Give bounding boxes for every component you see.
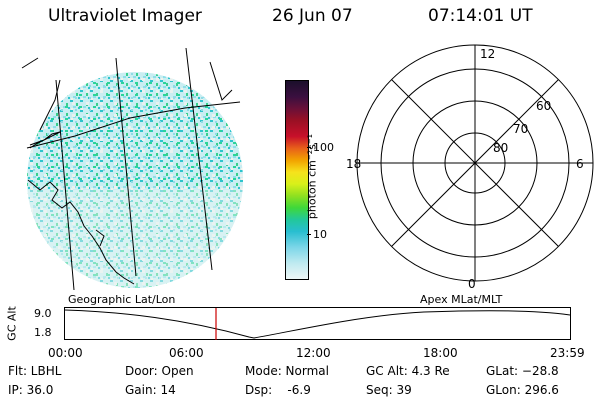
status-gain: Gain: 14 xyxy=(125,383,176,397)
colorbar-tick-10 xyxy=(307,234,311,235)
mlat-label-70: 70 xyxy=(513,122,528,136)
time-tick-0600: 06:00 xyxy=(169,346,204,360)
altitude-ytick-high: 9.0 xyxy=(34,307,52,320)
colorbar-tick-label-10: 10 xyxy=(313,228,327,241)
colorbar xyxy=(285,80,309,280)
time-tick-2359: 23:59 xyxy=(550,346,585,360)
time-tick-1800: 18:00 xyxy=(423,346,458,360)
polar-plot: 12 18 6 0 60 70 80 xyxy=(346,44,594,290)
status-gc-alt: GC Alt: 4.3 Re xyxy=(366,364,450,378)
app-title: Ultraviolet Imager xyxy=(48,6,202,26)
mlt-line-diagonal-2 xyxy=(391,79,559,247)
status-glon: GLon: 296.6 xyxy=(486,383,559,397)
time-tick-1200: 12:00 xyxy=(296,346,331,360)
uv-image-panel xyxy=(21,47,243,290)
status-glat: GLat: −28.8 xyxy=(486,364,559,378)
date-label: 26 Jun 07 xyxy=(272,6,353,26)
coastline xyxy=(21,57,233,285)
altitude-plot-frame xyxy=(64,307,571,340)
time-tick-0000: 00:00 xyxy=(48,346,83,360)
mlt-label-18: 18 xyxy=(346,157,361,171)
mlt-label-0: 0 xyxy=(468,277,476,290)
altitude-curve xyxy=(64,309,571,339)
mlat-label-60: 60 xyxy=(536,99,551,113)
altitude-ytick-low: 1.8 xyxy=(34,326,52,339)
status-mode: Mode: Normal xyxy=(245,364,329,378)
geo-grid xyxy=(26,47,241,290)
apex-label: Apex MLat/MLT xyxy=(420,293,503,306)
mlt-label-6: 6 xyxy=(576,157,584,171)
altitude-plot xyxy=(64,307,571,340)
status-ip: IP: 36.0 xyxy=(8,383,54,397)
mlt-label-12: 12 xyxy=(480,47,495,61)
colorbar-tick-label-100: 100 xyxy=(313,141,334,154)
colorbar-tick-100 xyxy=(307,147,311,148)
colorbar-unit-label: photon cm⁻²s⁻¹ xyxy=(305,133,319,220)
status-seq: Seq: 39 xyxy=(366,383,412,397)
status-dsp: Dsp: -6.9 xyxy=(245,383,311,397)
uv-disk xyxy=(27,72,243,288)
time-label: 07:14:01 UT xyxy=(428,6,533,26)
altitude-axis-title: GC Alt xyxy=(5,306,19,341)
status-filter: Flt: LBHL xyxy=(8,364,62,378)
geographic-label: Geographic Lat/Lon xyxy=(68,293,176,306)
mlat-label-80: 80 xyxy=(493,141,508,155)
status-door: Door: Open xyxy=(125,364,194,378)
